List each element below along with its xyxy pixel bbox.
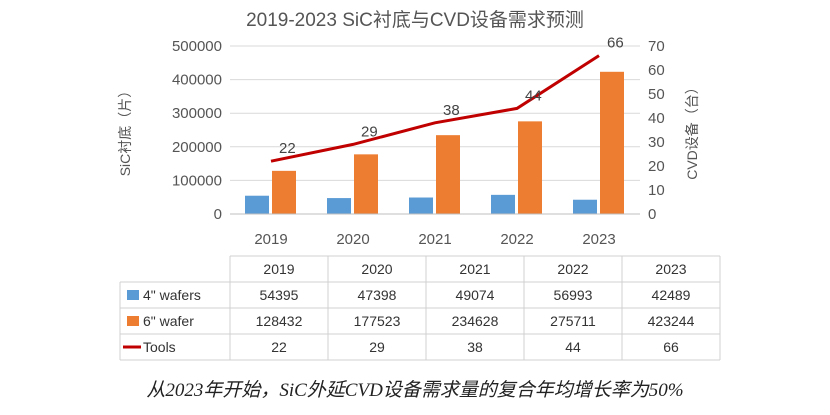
x-tick-label: 2023 [582,231,615,248]
table-cell: 275711 [550,313,596,329]
caption: 从2023年开始，SiC外延CVD设备需求量的复合年均增长率为50% [146,380,684,401]
y-tick-label-right: 30 [648,134,665,151]
bar-4inch-2020 [327,198,351,214]
y-tick-label-left: 200000 [172,139,222,156]
y-tick-label-right: 0 [648,206,656,223]
x-tick-label: 2019 [254,231,287,248]
bar-6inch-2022 [518,121,542,214]
y-tick-label-right: 10 [648,182,665,199]
table-row-label: 4" wafers [143,287,201,303]
y-axis-title-left: SiC衬底（片） [117,84,133,177]
line-tools [270,54,600,163]
y-axis-title-right: CVD设备（台） [684,80,700,180]
bar-4inch-2021 [409,197,433,214]
table-header-cell: 2020 [361,261,392,277]
table-cell: 22 [271,339,287,355]
bar-4inch-2019 [245,195,269,214]
y-tick-label-right: 60 [648,62,665,79]
table-cell: 128432 [256,313,303,329]
table-header-cell: 2022 [557,261,588,277]
bar-6inch-2019 [272,170,296,214]
bar-6inch-2020 [354,154,378,214]
line-group: 22 29 38 44 66 [270,35,624,163]
y-tick-label-left: 100000 [172,172,222,189]
table-cell: 47398 [358,287,397,303]
data-table: 2019 2020 2021 2022 2023 4" wafers 54395 47398 4… [119,255,721,361]
table-cell: 38 [467,339,483,355]
table-cell: 66 [663,339,679,355]
table-cell: 44 [565,339,581,355]
table-cell: 49074 [456,287,495,303]
axes-group: 0 100000 200000 300000 400000 500000 0 10 20 30 40… [117,38,700,248]
bar-4inch-2022 [491,194,515,214]
x-tick-label: 2021 [418,231,451,248]
table-cell: 234628 [452,313,499,329]
bar-6inch-2021 [436,135,460,214]
table-row-label: Tools [143,339,176,355]
data-label-tools: 66 [607,35,624,52]
bars-group [245,71,624,215]
legend-key-bar [127,316,139,326]
table-cell: 56993 [554,287,593,303]
y-tick-label-right: 20 [648,158,665,175]
table-header-cell: 2019 [263,261,294,277]
table-cell: 29 [369,339,385,355]
y-tick-label-right: 40 [648,110,665,127]
table-cell: 42489 [652,287,691,303]
table-header-cell: 2023 [655,261,686,277]
table-header-cell: 2021 [459,261,490,277]
chart-title: 2019-2023 SiC衬底与CVD设备需求预测 [246,9,584,31]
data-label-tools: 22 [279,140,296,157]
y-tick-label-left: 500000 [172,38,222,55]
bar-6inch-2023 [600,71,624,215]
x-tick-label: 2020 [336,231,369,248]
table-cell: 54395 [260,287,299,303]
table-row-label: 6" wafer [143,313,194,329]
table-cell: 177523 [354,313,401,329]
table-cell: 423244 [648,313,695,329]
data-label-tools: 44 [525,87,542,104]
data-label-tools: 38 [443,102,460,119]
y-tick-label-right: 50 [648,86,665,103]
bar-4inch-2023 [573,199,597,214]
y-tick-label-right: 70 [648,38,665,55]
y-tick-label-left: 300000 [172,105,222,122]
legend-key-bar [127,290,139,300]
y-tick-label-left: 400000 [172,72,222,89]
y-tick-label-left: 0 [214,206,222,223]
data-label-tools: 29 [361,123,378,140]
x-tick-label: 2022 [500,231,533,248]
